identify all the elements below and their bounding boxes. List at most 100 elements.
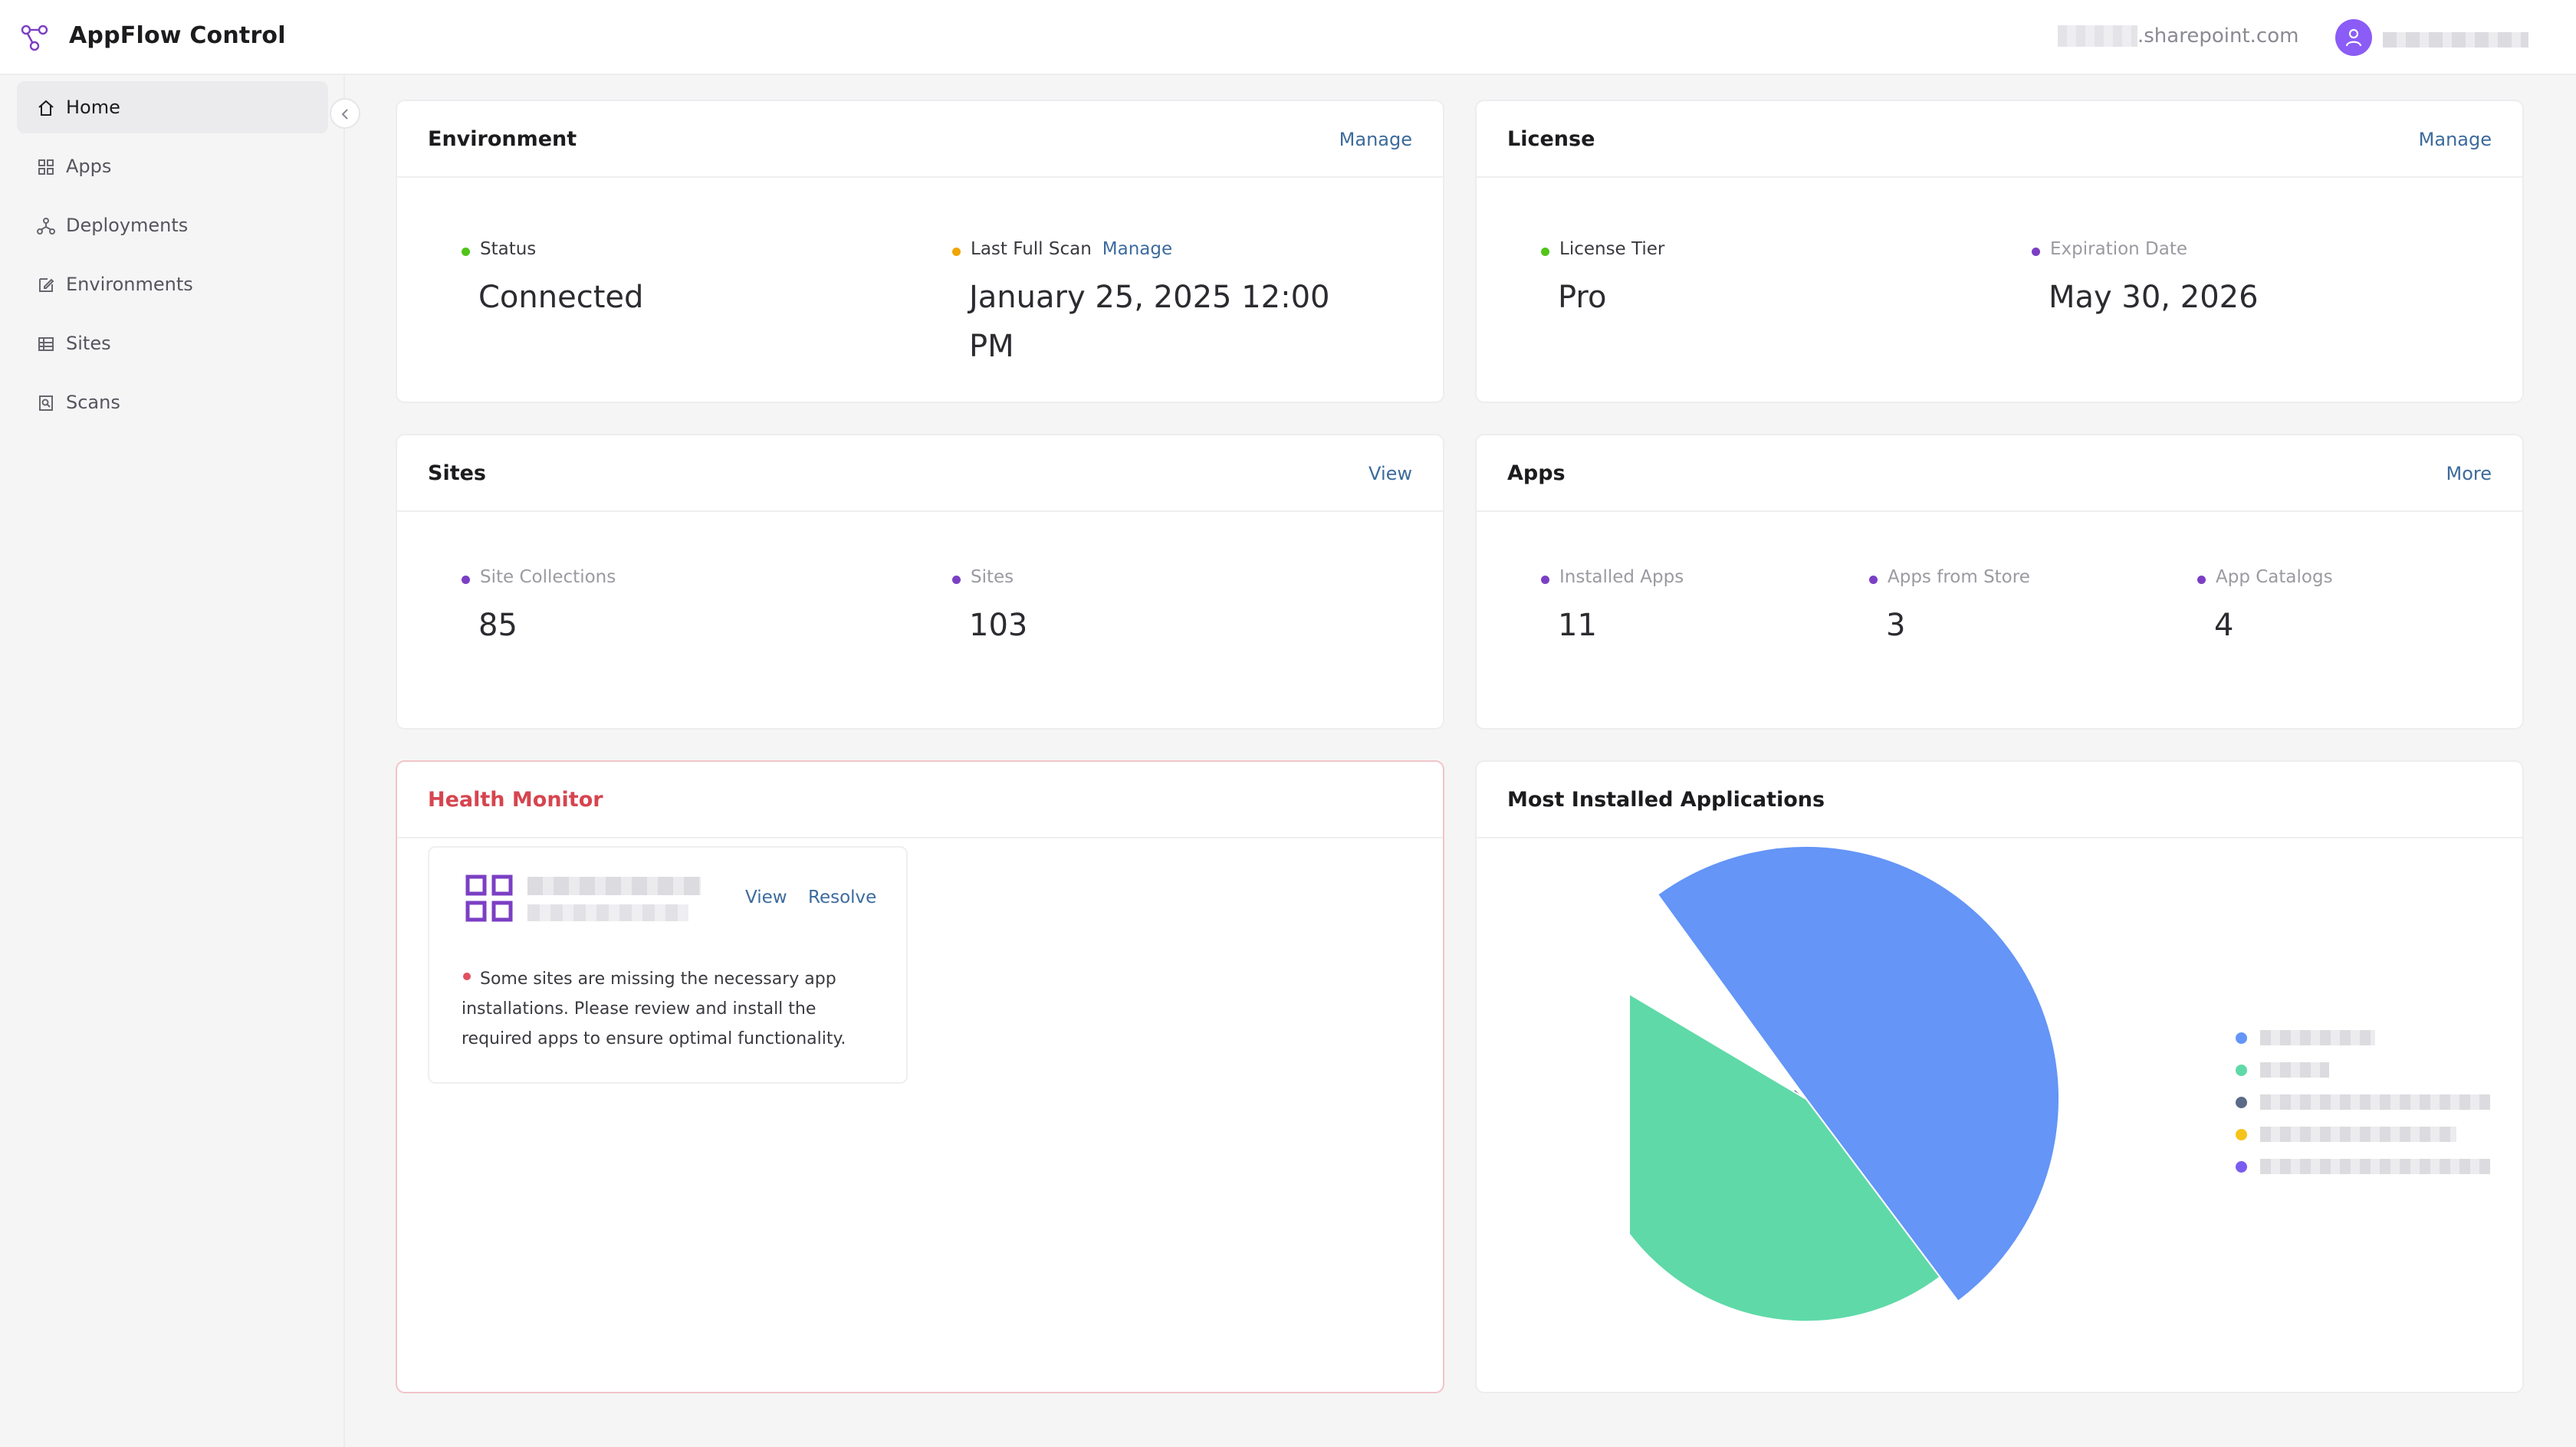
card-header: Environment Manage (397, 101, 1443, 178)
card-title: Apps (1507, 461, 1566, 485)
stat-label: Last Full Scan Manage (971, 239, 1172, 259)
rose-slice-2[interactable] (1630, 986, 1941, 1323)
apps-card: Apps More Installed Apps 11 Apps from St… (1475, 434, 2524, 730)
stat-label: Site Collections (480, 567, 616, 587)
card-title: License (1507, 127, 1595, 151)
sites-view-link[interactable]: View (1368, 463, 1412, 484)
status-dot (462, 248, 470, 256)
issue-resolve-link[interactable]: Resolve (808, 888, 877, 907)
sidebar-item-deployments[interactable]: Deployments (17, 199, 328, 251)
user-icon (2345, 28, 2362, 47)
legend-dot (2236, 1161, 2247, 1173)
rose-slice-1[interactable] (1656, 846, 2060, 1303)
license-card: License Manage License Tier Pro Expirati… (1475, 100, 2524, 403)
tenant-domain-text: .sharepoint.com (2137, 25, 2299, 48)
card-header: Sites View (397, 435, 1443, 512)
error-dot (463, 973, 471, 980)
scan-icon (39, 395, 53, 411)
card-header: Health Monitor (397, 762, 1443, 838)
status-dot (952, 576, 961, 584)
license-manage-link[interactable]: Manage (2418, 129, 2492, 150)
stat-label: Apps from Store (1888, 567, 2030, 587)
issue-view-link[interactable]: View (745, 888, 787, 907)
legend-label-redacted (2260, 1030, 2375, 1045)
stat-label: Installed Apps (1559, 567, 1684, 587)
stat-label: App Catalogs (2216, 567, 2333, 587)
sidebar-item-sites[interactable]: Sites (17, 317, 328, 369)
legend-label-redacted (2260, 1094, 2490, 1110)
card-title: Most Installed Applications (1507, 788, 1825, 812)
card-title: Sites (428, 461, 486, 485)
top-header: AppFlow Control .sharepoint.com (0, 0, 2576, 75)
stat-value: 85 (478, 608, 518, 643)
stat-value: May 30, 2026 (2049, 280, 2259, 315)
sidebar-item-label: Environments (66, 274, 193, 295)
apps-more-link[interactable]: More (2446, 463, 2492, 484)
stat-value: 3 (1886, 608, 1906, 643)
sidebar: Home Apps Deployments Environments Sites… (0, 75, 345, 1447)
sidebar-item-label: Deployments (66, 215, 189, 236)
app-title: AppFlow Control (69, 22, 286, 49)
status-dot (2032, 248, 2040, 256)
username-redacted[interactable] (2383, 32, 2528, 48)
stat-value: 11 (1558, 608, 1597, 643)
stat-value: Connected (478, 280, 644, 315)
card-header: Most Installed Applications (1477, 762, 2522, 838)
stat-label: Expiration Date (2050, 239, 2188, 259)
rose-slice-5[interactable] (1799, 1090, 1807, 1100)
edit-icon (39, 278, 54, 292)
sidebar-item-environments[interactable]: Environments (17, 258, 328, 310)
sidebar-item-label: Sites (66, 333, 111, 354)
status-dot (462, 576, 470, 584)
stat-value: 4 (2214, 608, 2234, 643)
sites-card: Sites View Site Collections 85 Sites 103 (396, 434, 1444, 730)
legend-dot (2236, 1097, 2247, 1108)
sidebar-item-apps[interactable]: Apps (17, 140, 328, 192)
scan-manage-link[interactable]: Manage (1102, 239, 1173, 259)
status-dot (2197, 576, 2206, 584)
logo-icon (21, 25, 48, 51)
sidebar-item-label: Apps (66, 156, 112, 177)
legend-label-redacted (2260, 1159, 2490, 1174)
collapse-sidebar-button[interactable] (330, 98, 360, 129)
card-header: Apps More (1477, 435, 2522, 512)
legend-dot (2236, 1129, 2247, 1140)
tenant-domain[interactable]: .sharepoint.com (2058, 25, 2298, 48)
avatar[interactable] (2335, 19, 2372, 56)
tenant-name-redacted (2058, 25, 2137, 47)
sidebar-item-home[interactable]: Home (17, 81, 328, 133)
status-dot (1541, 248, 1549, 256)
legend-label-redacted (2260, 1127, 2456, 1142)
legend-dot (2236, 1032, 2247, 1044)
grid-icon (38, 159, 54, 175)
card-header: License Manage (1477, 101, 2522, 178)
legend-dot (2236, 1065, 2247, 1076)
stat-label: Sites (971, 567, 1014, 587)
issue-message: Some sites are missing the necessary app… (462, 970, 846, 1048)
environment-manage-link[interactable]: Manage (1339, 129, 1412, 150)
health-monitor-card: Health Monitor View Resolve Some sites a… (396, 760, 1444, 1393)
status-dot (952, 248, 961, 256)
sidebar-item-scans[interactable]: Scans (17, 376, 328, 428)
health-issue-card: View Resolve Some sites are missing the … (428, 846, 908, 1084)
status-dot (1541, 576, 1549, 584)
sidebar-item-label: Home (66, 97, 120, 118)
app-grid-icon (465, 874, 513, 922)
stat-value: Pro (1558, 280, 1607, 315)
scan-value-line1: January 25, 2025 12:00 (969, 280, 1330, 315)
issue-app-name-redacted (527, 877, 701, 895)
stat-label: Status (480, 239, 537, 259)
table-icon (38, 337, 54, 351)
network-icon (37, 218, 55, 235)
issue-app-detail-redacted (527, 904, 688, 921)
card-title: Health Monitor (428, 788, 603, 812)
sidebar-item-label: Scans (66, 392, 120, 413)
legend-label-redacted (2260, 1062, 2329, 1078)
card-title: Environment (428, 127, 577, 151)
stat-label: License Tier (1559, 239, 1665, 259)
status-dot (1869, 576, 1878, 584)
most-installed-card: Most Installed Applications (1475, 760, 2524, 1393)
chevron-left-icon (341, 109, 348, 120)
rose-chart (1630, 846, 2060, 1323)
stat-value: January 25, 2025 12:00 PM (969, 273, 1329, 371)
